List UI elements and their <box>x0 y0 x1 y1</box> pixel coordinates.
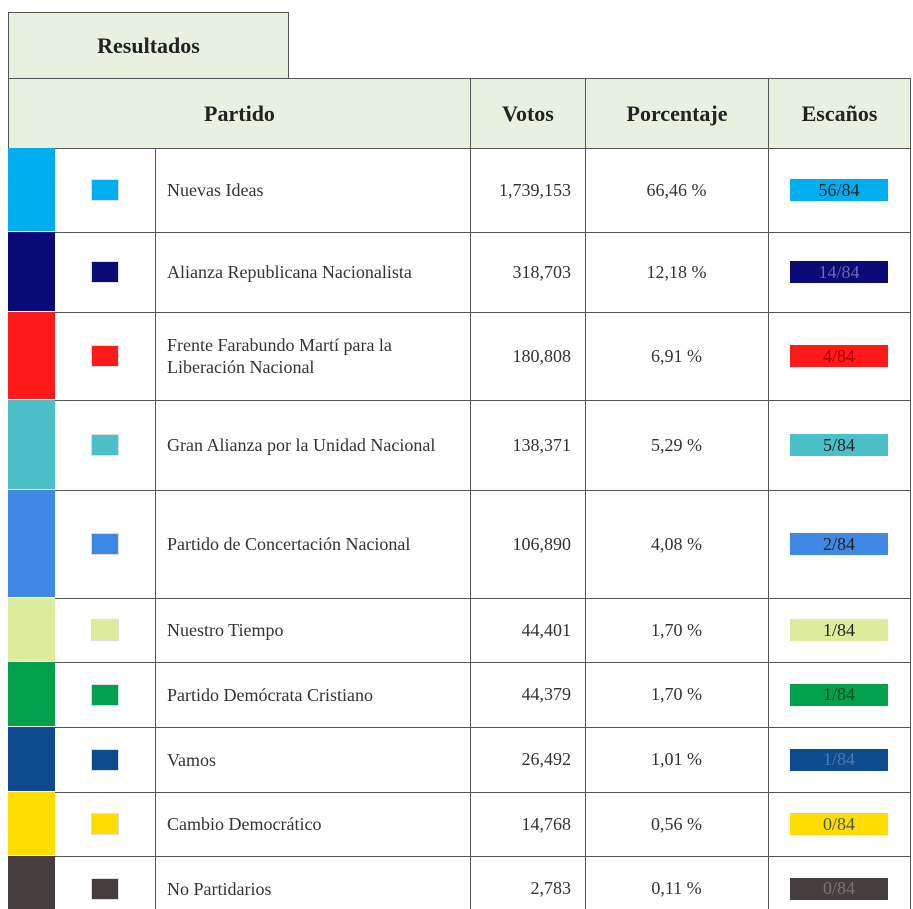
percent: 1,70 % <box>585 598 769 663</box>
percent: 12,18 % <box>585 232 769 313</box>
seats-cell: 1/84 <box>768 598 911 663</box>
seats-bar: 1/84 <box>790 748 888 771</box>
seats-bar: 2/84 <box>790 533 888 555</box>
party-color <box>8 312 55 400</box>
logo-cell <box>55 792 156 857</box>
seats-bar: 5/84 <box>790 434 888 456</box>
votes: 44,379 <box>470 662 586 728</box>
party-name: Cambio Democrático <box>155 792 471 857</box>
percent: 0,11 % <box>585 856 769 909</box>
logo-cell <box>55 400 156 491</box>
party-name: Gran Alianza por la Unidad Nacional <box>155 400 471 491</box>
party-color <box>8 148 55 232</box>
party-color <box>8 792 55 856</box>
seats-cell: 0/84 <box>768 856 911 909</box>
seats-bar: 56/84 <box>790 179 888 201</box>
logo-cell <box>55 232 156 313</box>
seats-cell: 4/84 <box>768 312 911 401</box>
seats-cell: 2/84 <box>768 490 911 599</box>
votes: 138,371 <box>470 400 586 491</box>
party-color <box>8 598 55 662</box>
logo-cell <box>55 148 156 233</box>
logo-cell <box>55 598 156 663</box>
percent: 1,70 % <box>585 662 769 728</box>
seats-bar: 14/84 <box>790 261 888 283</box>
party-name: Nuevas Ideas <box>155 148 471 233</box>
seats-bar: 4/84 <box>790 345 888 367</box>
seats-cell: 5/84 <box>768 400 911 491</box>
votes: 2,783 <box>470 856 586 909</box>
percent: 1,01 % <box>585 727 769 793</box>
header-cell: Votos <box>470 78 586 149</box>
party-logo <box>91 533 119 555</box>
percent: 0,56 % <box>585 792 769 857</box>
tab: Resultados <box>8 12 289 79</box>
party-logo <box>91 179 119 201</box>
party-name: Alianza Republicana Nacionalista <box>155 232 471 313</box>
party-name: Nuestro Tiempo <box>155 598 471 663</box>
logo-cell <box>55 312 156 401</box>
party-name: No Partidarios <box>155 856 471 909</box>
party-color <box>8 727 55 792</box>
votes: 180,808 <box>470 312 586 401</box>
party-name: Partido de Concertación Nacional <box>155 490 471 599</box>
logo-cell <box>55 727 156 793</box>
party-color <box>8 662 55 727</box>
seats-cell: 14/84 <box>768 232 911 313</box>
votes: 26,492 <box>470 727 586 793</box>
votes: 318,703 <box>470 232 586 313</box>
header-cell: Porcentaje <box>585 78 769 149</box>
votes: 1,739,153 <box>470 148 586 233</box>
votes: 106,890 <box>470 490 586 599</box>
party-logo <box>91 434 119 456</box>
seats-bar: 0/84 <box>790 877 888 900</box>
party-color <box>8 856 55 909</box>
party-name: Frente Farabundo Martí para la Liberació… <box>155 312 471 401</box>
party-logo <box>91 619 119 641</box>
party-logo <box>91 813 119 835</box>
header-cell: Partido <box>8 78 471 149</box>
seats-cell: 1/84 <box>768 662 911 728</box>
logo-cell <box>55 490 156 599</box>
party-name: Vamos <box>155 727 471 793</box>
logo-cell <box>55 856 156 909</box>
seats-bar: 0/84 <box>790 813 888 835</box>
seats-bar: 1/84 <box>790 619 888 641</box>
seats-cell: 1/84 <box>768 727 911 793</box>
percent: 4,08 % <box>585 490 769 599</box>
party-logo <box>91 261 119 283</box>
party-logo <box>91 748 119 771</box>
party-color <box>8 232 55 312</box>
percent: 6,91 % <box>585 312 769 401</box>
party-logo <box>91 683 119 706</box>
header-cell: Escaños <box>768 78 911 149</box>
party-logo <box>91 345 119 367</box>
percent: 66,46 % <box>585 148 769 233</box>
votes: 44,401 <box>470 598 586 663</box>
seats-bar: 1/84 <box>790 683 888 706</box>
party-color <box>8 490 55 598</box>
seats-cell: 56/84 <box>768 148 911 233</box>
seats-cell: 0/84 <box>768 792 911 857</box>
votes: 14,768 <box>470 792 586 857</box>
party-logo <box>91 877 119 900</box>
party-name: Partido Demócrata Cristiano <box>155 662 471 728</box>
percent: 5,29 % <box>585 400 769 491</box>
logo-cell <box>55 662 156 728</box>
party-color <box>8 400 55 490</box>
